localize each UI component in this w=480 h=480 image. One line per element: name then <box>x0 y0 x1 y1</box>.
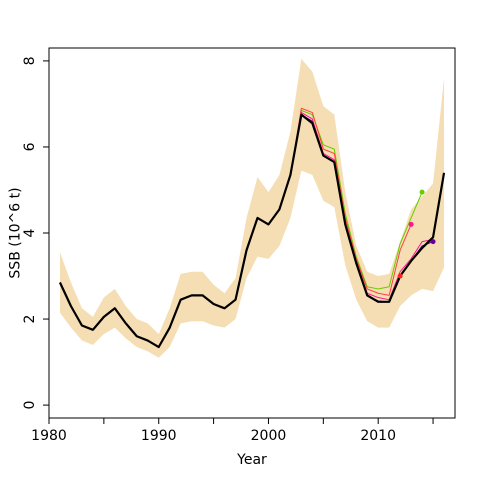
y-axis-label: SSB (10^6 t) <box>8 187 24 278</box>
points-layer <box>397 189 436 279</box>
series-layer <box>58 107 446 349</box>
y-tick-label: 4 <box>22 228 38 237</box>
y-tick-label: 6 <box>22 142 38 151</box>
x-axis: 1980 1990 2000 2010 <box>31 418 434 444</box>
y-tick-label: 8 <box>22 56 38 65</box>
confidence-band <box>59 58 445 358</box>
y-tick-label: 2 <box>22 315 38 324</box>
terminal-point-4 <box>430 239 436 245</box>
y-tick-label: 0 <box>22 401 38 410</box>
x-tick-label: 1990 <box>141 428 177 444</box>
terminal-point-1 <box>397 273 403 279</box>
series-line-5 <box>58 113 446 349</box>
confidence-band-layer <box>59 58 445 358</box>
y-axis: 0 2 4 6 8 <box>22 56 49 410</box>
x-tick-label: 2010 <box>360 428 396 444</box>
terminal-point-3 <box>419 189 425 195</box>
terminal-point-2 <box>408 221 414 227</box>
x-tick-label: 2000 <box>251 428 287 444</box>
x-tick-label: 1980 <box>31 428 67 444</box>
x-axis-label: Year <box>236 452 267 468</box>
